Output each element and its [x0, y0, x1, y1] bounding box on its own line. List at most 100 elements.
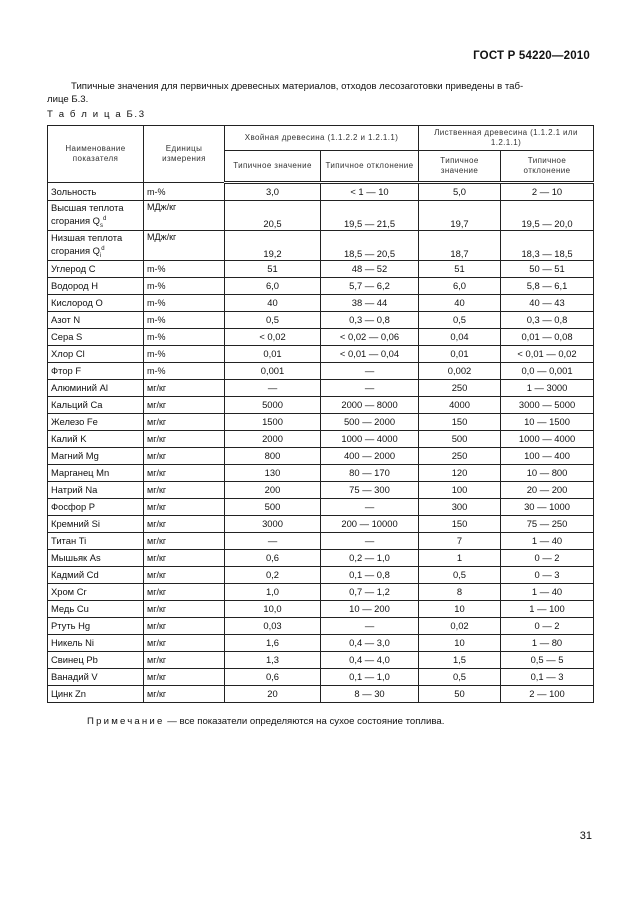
table-row: Натрий Na мг/кг 200 75 — 300 100 20 — 200	[47, 481, 595, 499]
coniferous-deviation-text: 75 — 300	[349, 484, 390, 495]
deciduous-deviation: 1 — 3000	[500, 379, 595, 397]
deciduous-value-text: 7	[456, 535, 463, 546]
deciduous-value: 10	[418, 634, 502, 652]
row-name: Ванадий V	[47, 668, 144, 686]
deciduous-value: 18,7	[418, 230, 502, 261]
row-name-text: Марганец Mn	[51, 467, 110, 478]
row-unit: МДж/кг	[143, 200, 225, 231]
row-unit: мг/кг	[143, 668, 225, 686]
deciduous-value: 0,01	[418, 345, 502, 363]
deciduous-value: 250	[418, 447, 502, 465]
deciduous-deviation-text: 5,8 — 6,1	[526, 280, 568, 291]
coniferous-value-text: 130	[264, 467, 281, 478]
coniferous-value-text: 800	[264, 450, 281, 461]
deciduous-value-text: 4000	[449, 399, 470, 410]
coniferous-deviation: 400 — 2000	[319, 447, 420, 465]
table-row: Ртуть Hg мг/кг 0,03 — 0,02 0 — 2	[47, 617, 595, 635]
subscript: i	[99, 252, 102, 259]
row-unit-text: мг/кг	[147, 689, 167, 699]
deciduous-value: 300	[418, 498, 502, 516]
row-unit-text: мг/кг	[147, 604, 167, 614]
coniferous-value: 51	[224, 260, 321, 278]
table-caption: Т а б л и ц а Б.3	[47, 109, 146, 120]
coniferous-deviation: 0,1 — 0,8	[319, 566, 420, 584]
row-name: Свинец Pb	[47, 651, 144, 669]
coniferous-value-text: 200	[264, 484, 281, 495]
coniferous-value: 3000	[224, 515, 321, 533]
deciduous-value-text: 0,04	[450, 331, 469, 342]
deciduous-deviation: 100 — 400	[500, 447, 595, 465]
coniferous-deviation-text: 0,2 — 1,0	[349, 552, 390, 563]
coniferous-deviation-text: —	[364, 501, 375, 512]
row-unit-text: мг/кг	[147, 434, 167, 444]
deciduous-value-text: 0,5	[452, 569, 467, 580]
table-row: Высшая теплота сгорания Qsd МДж/кг 20,5 19,…	[47, 200, 595, 231]
deciduous-value-text: 150	[451, 416, 468, 427]
coniferous-deviation-text: 8 — 30	[354, 688, 385, 699]
coniferous-value: 0,6	[224, 549, 321, 567]
coniferous-value: 1,0	[224, 583, 321, 601]
coniferous-value: 130	[224, 464, 321, 482]
coniferous-value: 800	[224, 447, 321, 465]
row-name-text: Алюминий Al	[51, 382, 108, 393]
deciduous-value: 10	[418, 600, 502, 618]
coniferous-deviation: 8 — 30	[319, 685, 420, 703]
coniferous-deviation-text: 38 — 44	[351, 297, 388, 308]
table-row: Сера S m-% < 0,02 < 0,02 — 0,06 0,04 0,01 — 0…	[47, 328, 595, 346]
deciduous-value: 0,04	[418, 328, 502, 346]
row-unit: МДж/кг	[143, 230, 225, 261]
deciduous-value: 150	[418, 413, 502, 431]
coniferous-value: 6,0	[224, 277, 321, 295]
deciduous-value: 1	[418, 549, 502, 567]
table-row: Фосфор P мг/кг 500 — 300 30 — 1000	[47, 498, 595, 516]
deciduous-value: 40	[418, 294, 502, 312]
table-row: Зольность m-% 3,0 < 1 — 10 5,0 2 — 10	[47, 182, 595, 201]
row-unit-text: МДж/кг	[147, 202, 177, 212]
deciduous-value-text: 50	[454, 688, 465, 699]
coniferous-value: < 0,02	[224, 328, 321, 346]
coniferous-deviation: 200 — 10000	[319, 515, 420, 533]
coniferous-value-text: < 0,02	[259, 331, 286, 342]
row-unit: мг/кг	[143, 651, 225, 669]
deciduous-deviation: 1 — 40	[500, 532, 595, 550]
document-header-standard: ГОСТ Р 54220—2010	[473, 50, 590, 62]
row-name-text: Свинец Pb	[51, 654, 98, 665]
row-unit-text: m-%	[147, 186, 166, 197]
row-unit-text: мг/кг	[147, 638, 167, 648]
row-name-text: Низшая теплота сгорания Q	[51, 232, 123, 256]
coniferous-value-text: 0,01	[263, 348, 282, 359]
deciduous-value-text: 18,7	[450, 248, 469, 259]
deciduous-value-text: 250	[451, 382, 468, 393]
coniferous-deviation-text: 19,5 — 21,5	[343, 218, 396, 229]
row-unit: мг/кг	[143, 566, 225, 584]
deciduous-value: 51	[418, 260, 502, 278]
coniferous-deviation: 1000 — 4000	[319, 430, 420, 448]
deciduous-value: 0,02	[418, 617, 502, 635]
deciduous-value-text: 1	[456, 552, 463, 563]
deciduous-value: 0,002	[418, 362, 502, 380]
coniferous-value-text: 6,0	[265, 280, 280, 291]
deciduous-deviation: 1 — 80	[500, 634, 595, 652]
coniferous-value-text: 20,5	[263, 218, 282, 229]
coniferous-deviation-text: < 0,01 — 0,04	[339, 348, 400, 359]
row-name-text: Магний Mg	[51, 450, 99, 461]
coniferous-value: 20,5	[224, 200, 321, 231]
coniferous-value: 200	[224, 481, 321, 499]
deciduous-deviation-text: 18,3 — 18,5	[521, 248, 573, 259]
table-row: Водород H m-% 6,0 5,7 — 6,2 6,0 5,8 — 6,1	[47, 277, 595, 295]
deciduous-value-text: 10	[454, 637, 465, 648]
deciduous-deviation-text: 1 — 40	[531, 586, 563, 597]
row-name-text: Азот N	[51, 314, 81, 325]
deciduous-deviation-text: 0,01 — 0,08	[521, 331, 573, 342]
coniferous-value-text: 0,6	[265, 671, 280, 682]
coniferous-deviation-text: 0,1 — 1,0	[349, 671, 390, 682]
row-unit-text: мг/кг	[147, 570, 167, 580]
deciduous-deviation-text: 10 — 1500	[524, 416, 570, 427]
coniferous-value-text: 51	[267, 263, 278, 274]
row-name: Кальций Ca	[47, 396, 144, 414]
coniferous-value: 1,3	[224, 651, 321, 669]
table-and-note: Наименование показателя Единицы измерени…	[47, 125, 595, 728]
coniferous-deviation-text: 2000 — 8000	[341, 399, 398, 410]
row-unit-text: m-%	[147, 298, 166, 308]
coniferous-value-text: 10,0	[263, 603, 282, 614]
